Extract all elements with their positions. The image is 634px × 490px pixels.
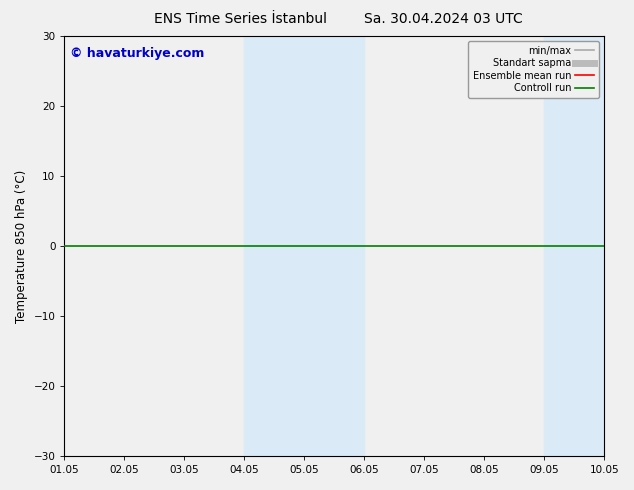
Text: ENS Time Series İstanbul: ENS Time Series İstanbul (155, 12, 327, 26)
Legend: min/max, Standart sapma, Ensemble mean run, Controll run: min/max, Standart sapma, Ensemble mean r… (468, 41, 599, 98)
Text: Sa. 30.04.2024 03 UTC: Sa. 30.04.2024 03 UTC (365, 12, 523, 26)
Text: © havaturkiye.com: © havaturkiye.com (70, 47, 204, 60)
Bar (244, 36, 304, 456)
Y-axis label: Temperature 850 hPa (°C): Temperature 850 hPa (°C) (15, 170, 28, 323)
Bar (544, 36, 604, 456)
Bar (304, 36, 365, 456)
